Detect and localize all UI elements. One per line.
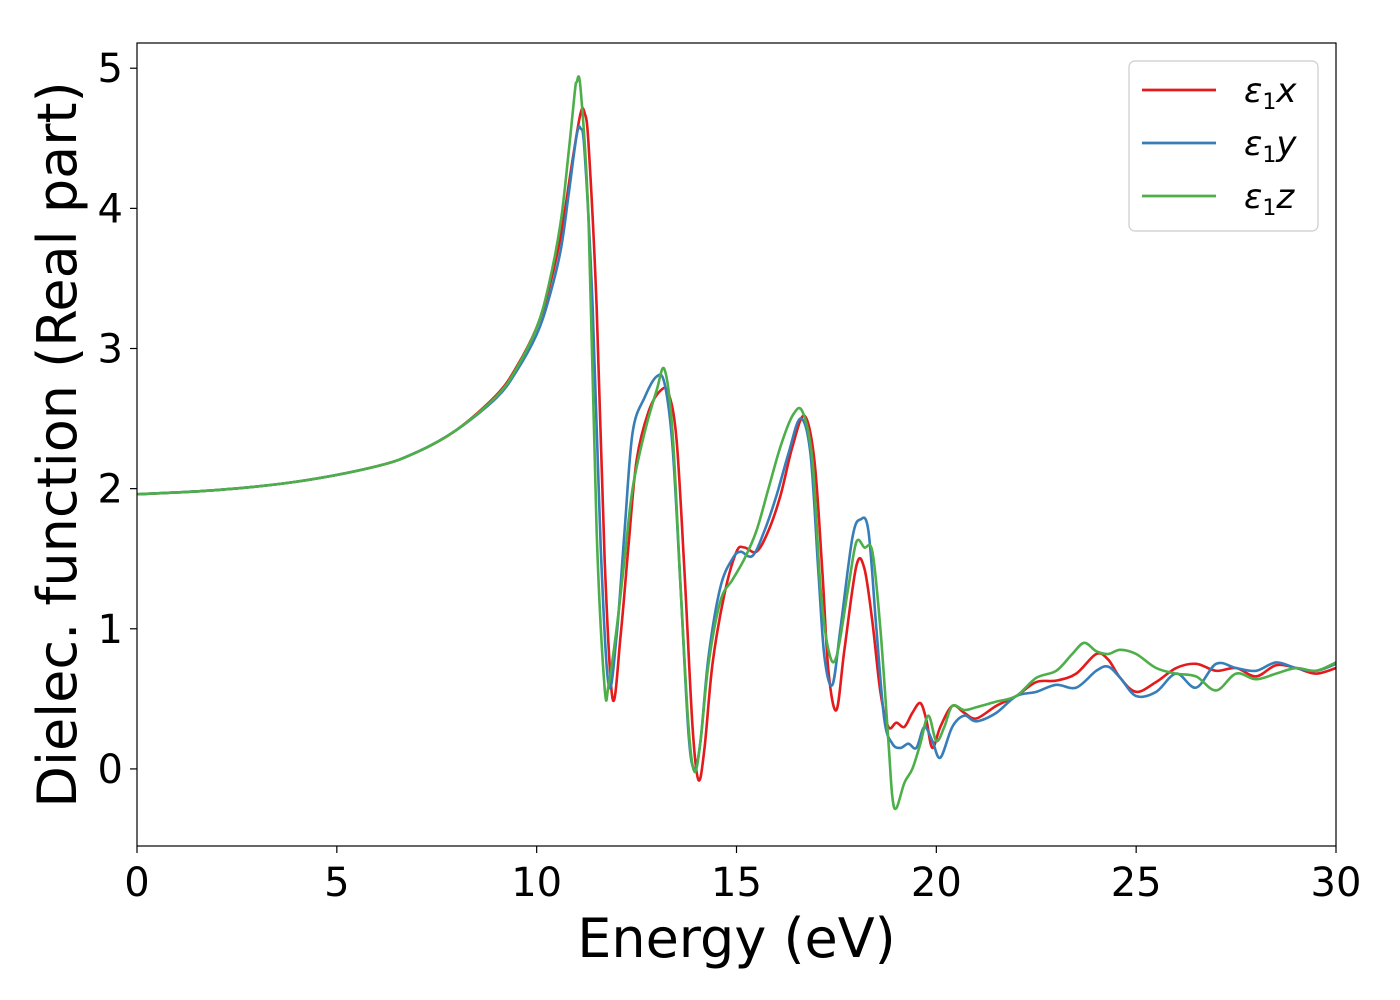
y-axis-ticks: 0 1 2 3 4 5: [98, 46, 137, 793]
series-line-2: [137, 75, 1336, 811]
x-axis-ticks: 0 5 10 15 20 25 30: [124, 846, 1361, 906]
x-tick-label: 10: [511, 860, 562, 906]
y-tick-label: 3: [98, 327, 123, 373]
y-axis-label: Dielec. function (Real part): [26, 81, 89, 807]
plot-lines: [137, 75, 1336, 811]
legend-component: x: [1275, 71, 1297, 111]
x-tick-label: 5: [324, 860, 349, 906]
legend-subscript: 1: [1262, 143, 1276, 168]
y-tick-label: 4: [98, 186, 123, 232]
series-line-0: [137, 106, 1336, 782]
legend-subscript: 1: [1262, 90, 1276, 115]
x-tick-label: 25: [1111, 860, 1162, 906]
y-tick-label: 0: [98, 747, 123, 793]
x-tick-label: 30: [1311, 860, 1362, 906]
y-tick-label: 5: [98, 46, 123, 92]
x-tick-label: 15: [711, 860, 762, 906]
x-tick-label: 20: [911, 860, 962, 906]
legend-epsilon: ε: [1244, 71, 1262, 111]
legend-component: z: [1275, 177, 1295, 217]
legend-epsilon: ε: [1244, 177, 1262, 217]
y-tick-label: 1: [98, 607, 123, 653]
legend-label-0: ε1x: [1244, 71, 1297, 115]
x-tick-label: 0: [124, 860, 149, 906]
legend-label-2: ε1z: [1244, 177, 1295, 221]
legend-box: [1128, 60, 1319, 232]
series-line-1: [137, 125, 1336, 771]
legend-label-1: ε1y: [1244, 124, 1297, 168]
legend-epsilon: ε: [1244, 124, 1262, 164]
y-tick-label: 2: [98, 467, 123, 513]
x-axis-label: Energy (eV): [577, 907, 896, 970]
legend-subscript: 1: [1262, 196, 1276, 221]
legend-component: y: [1275, 124, 1297, 164]
